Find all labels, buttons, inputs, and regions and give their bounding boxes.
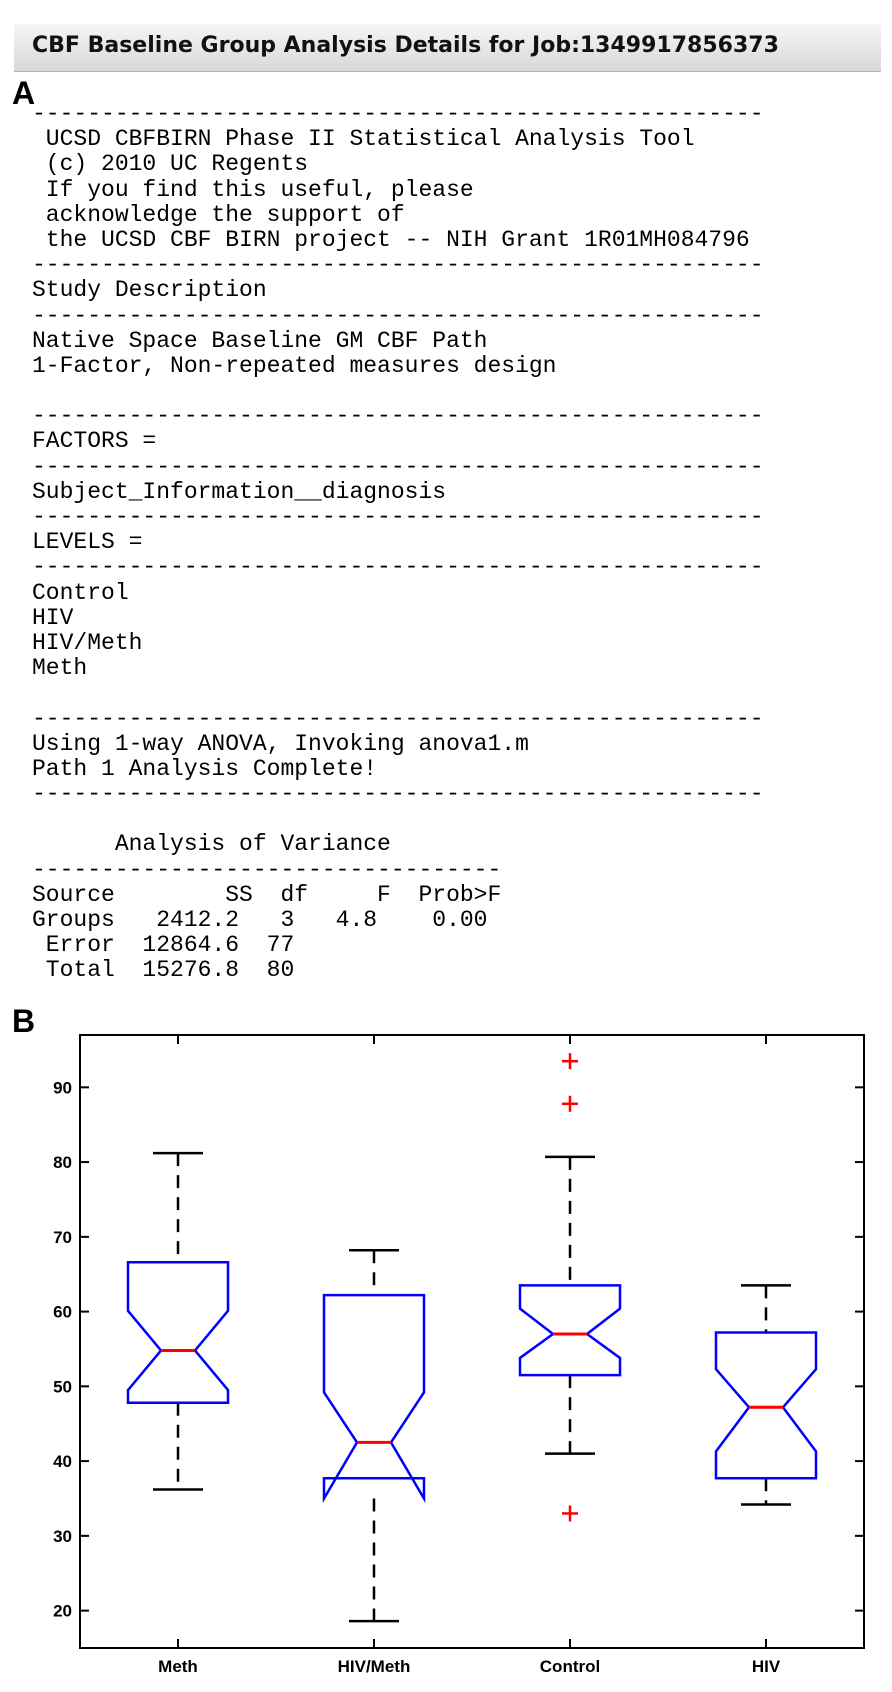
notched-box — [322, 1293, 426, 1504]
console-line: Control — [32, 579, 129, 606]
panel-label-a: A — [12, 75, 36, 111]
y-tick-label: 30 — [53, 1527, 72, 1546]
panel-label-b: B — [12, 1003, 36, 1039]
console-line: ----------------------------------------… — [32, 101, 764, 127]
console-line: Source SS df F Prob>F — [32, 881, 502, 908]
console-line: ----------------------------------------… — [32, 781, 764, 808]
console-output: ----------------------------------------… — [32, 101, 764, 984]
y-tick-label: 60 — [53, 1303, 72, 1322]
console-line: LEVELS = — [32, 529, 143, 556]
console-line: Study Description — [32, 277, 267, 304]
y-tick-label: 40 — [53, 1452, 72, 1471]
console-line: ----------------------------------------… — [32, 554, 764, 581]
console-line: Error 12864.6 77 — [32, 932, 295, 959]
console-line: ----------------------------------------… — [32, 705, 764, 732]
y-tick-label: 70 — [53, 1228, 72, 1247]
console-line: FACTORS = — [32, 428, 157, 455]
notched-box — [714, 1331, 818, 1480]
console-line: Total 15276.8 80 — [32, 957, 295, 984]
console-line: Meth — [32, 655, 88, 682]
y-tick-label: 90 — [53, 1078, 72, 1097]
console-line: Native Space Baseline GM CBF Path — [32, 327, 488, 354]
console-line: HIV/Meth — [32, 629, 143, 656]
notched-box — [126, 1261, 230, 1405]
boxplot-svg: 20 30 40 50 60 70 80 90 Meth HIV/Meth Control HIV — [53, 1034, 865, 1676]
boxplot-chart: 20 30 40 50 60 70 80 90 Meth HIV/Meth Control HIV — [0, 1020, 892, 1692]
console-line: If you find this useful, please — [32, 176, 474, 203]
y-tick-label: 20 — [53, 1602, 72, 1621]
x-tick-label: HIV/Meth — [338, 1657, 411, 1676]
console-line: ----------------------------------------… — [32, 252, 764, 279]
console-line: (c) 2010 UC Regents — [32, 151, 309, 178]
x-tick-label: Meth — [158, 1657, 198, 1676]
console-line — [32, 379, 764, 404]
console-line: ---------------------------------- — [32, 856, 502, 883]
y-tick-label: 50 — [53, 1377, 72, 1396]
console-line: acknowledge the support of — [32, 201, 405, 228]
console-line: UCSD CBFBIRN Phase II Statistical Analys… — [32, 126, 695, 153]
console-line: Groups 2412.2 3 4.8 0.00 — [32, 907, 488, 933]
console-line: Using 1-way ANOVA, Invoking anova1.m — [32, 730, 529, 757]
console-line: Subject_Information__diagnosis — [32, 478, 447, 505]
console-line: Analysis of Variance — [32, 831, 391, 858]
console-line: 1-Factor, Non-repeated measures design — [32, 352, 557, 379]
y-tick-label: 80 — [53, 1153, 72, 1172]
plot-frame — [79, 1034, 865, 1649]
x-tick-label: HIV — [752, 1657, 781, 1676]
notched-box — [518, 1284, 622, 1377]
console-line: ----------------------------------------… — [32, 504, 764, 530]
console-line: ----------------------------------------… — [32, 302, 764, 329]
console-line: Path 1 Analysis Complete! — [32, 755, 378, 782]
console-line: ----------------------------------------… — [32, 403, 764, 430]
console-line: the UCSD CBF BIRN project -- NIH Grant 1… — [32, 226, 750, 253]
window-titlebar: CBF Baseline Group Analysis Details for … — [14, 24, 881, 72]
console-line: HIV — [32, 604, 74, 631]
console-line — [32, 681, 764, 706]
x-tick-label: Control — [540, 1657, 600, 1676]
console-line: ----------------------------------------… — [32, 453, 764, 480]
window-title: CBF Baseline Group Analysis Details for … — [32, 33, 779, 58]
console-line — [32, 807, 764, 832]
